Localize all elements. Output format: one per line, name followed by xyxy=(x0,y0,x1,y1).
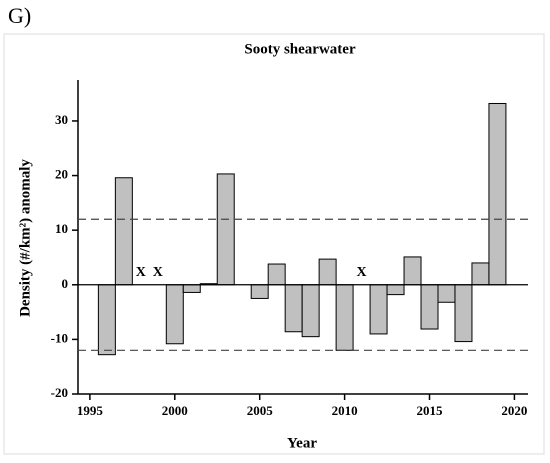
y-tick-label: 10 xyxy=(55,221,68,236)
x-tick-label: 2015 xyxy=(417,403,444,418)
x-axis-label: Year xyxy=(287,435,317,451)
bar xyxy=(369,284,388,335)
bar xyxy=(284,284,303,333)
x-tick-label: 1995 xyxy=(77,403,104,418)
missing-marker: X xyxy=(153,265,163,280)
bar xyxy=(403,256,422,286)
bar xyxy=(250,284,269,299)
bar xyxy=(301,284,320,338)
y-tick-label: 20 xyxy=(55,167,68,182)
bar xyxy=(182,284,201,293)
bar xyxy=(267,263,286,286)
y-tick-label: 0 xyxy=(62,276,69,291)
bar xyxy=(335,284,354,351)
missing-marker: X xyxy=(357,265,367,280)
missing-marker: X xyxy=(136,265,146,280)
chart-title: Sooty shearwater xyxy=(244,41,356,57)
y-tick-label: 30 xyxy=(55,112,68,127)
x-tick-label: 2010 xyxy=(332,403,358,418)
y-axis-label: Density (#/km²) anomaly xyxy=(17,159,33,317)
x-tick-label: 2020 xyxy=(501,403,527,418)
bar xyxy=(471,262,490,286)
frame xyxy=(3,33,545,455)
bar xyxy=(454,284,473,343)
x-tick-label: 2005 xyxy=(247,403,274,418)
bar xyxy=(165,284,184,345)
bar xyxy=(216,173,235,286)
bar xyxy=(114,177,133,286)
x-tick-label: 2000 xyxy=(162,403,188,418)
bar xyxy=(318,258,337,286)
panel-label: G) xyxy=(8,3,31,28)
bar xyxy=(437,284,456,303)
bar xyxy=(386,284,405,296)
bar xyxy=(488,102,507,286)
bar xyxy=(420,284,439,330)
y-tick-label: -20 xyxy=(51,385,68,400)
y-tick-label: -10 xyxy=(51,330,68,345)
bar xyxy=(97,284,116,356)
